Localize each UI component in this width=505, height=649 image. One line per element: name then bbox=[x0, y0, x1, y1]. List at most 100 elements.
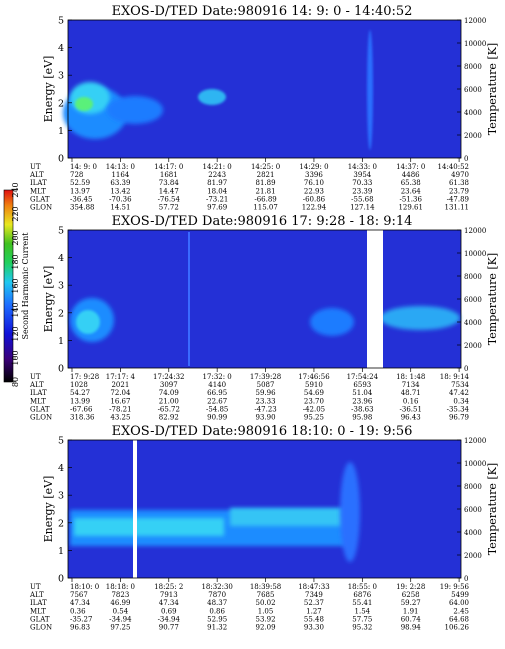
ephem-value: 6593 bbox=[353, 381, 371, 389]
ephem-value: 14.47 bbox=[159, 187, 179, 195]
ephem-value: 7685 bbox=[257, 591, 275, 599]
panel-3-core bbox=[74, 518, 224, 536]
ephem-value: 1.05 bbox=[258, 607, 274, 615]
ephem-value: -35.27 bbox=[70, 615, 92, 623]
panel-1-stripe bbox=[367, 30, 373, 150]
ephem-value: 54.69 bbox=[304, 389, 324, 397]
ephem-value: 0.16 bbox=[403, 397, 419, 405]
ephem-value: -42.05 bbox=[303, 405, 325, 413]
ephem-value: 18:39:58 bbox=[250, 583, 281, 591]
ephem-value: 17:24:32 bbox=[153, 373, 184, 381]
ephem-value: 90.77 bbox=[159, 624, 179, 632]
ephem-row-label: MLT bbox=[30, 607, 46, 615]
panel-1-y2-label: Temperature [K] bbox=[486, 43, 499, 135]
ephem-value: 6876 bbox=[353, 591, 371, 599]
ephem-value: 91.32 bbox=[207, 624, 227, 632]
panel-2-y-label: Energy [eV] bbox=[42, 266, 55, 333]
ephem-row-label: ILAT bbox=[30, 599, 47, 607]
ephem-row-label: GLON bbox=[30, 414, 52, 422]
panel-1-band bbox=[107, 96, 163, 124]
ephem-value: 0.36 bbox=[70, 607, 86, 615]
colorbar-tick-label: 240 bbox=[11, 182, 20, 197]
panel-2-heat bbox=[70, 232, 460, 366]
ephem-value: 18:32:30 bbox=[201, 583, 232, 591]
ephem-value: 52.95 bbox=[207, 615, 227, 623]
ephem-value: 2.45 bbox=[453, 607, 469, 615]
colorbar-tick-label: 160 bbox=[11, 278, 20, 293]
y-tick-label: 2 bbox=[58, 98, 64, 109]
y-tick-label: 3 bbox=[58, 281, 64, 292]
y2-tick-label: 2000 bbox=[464, 552, 482, 560]
ephem-row-label: GLAT bbox=[30, 615, 50, 623]
ephem-value: 1.27 bbox=[306, 607, 322, 615]
ephem-row-label: ALT bbox=[29, 381, 44, 389]
ephem-value: 43.25 bbox=[110, 414, 130, 422]
ephem-value: 16.67 bbox=[110, 397, 130, 405]
ephem-value: 93.90 bbox=[256, 414, 276, 422]
ephem-value: 97.69 bbox=[207, 204, 227, 212]
y-tick-label: 5 bbox=[58, 16, 64, 27]
ephem-value: -35.34 bbox=[447, 405, 470, 413]
ephem-value: -38.63 bbox=[351, 405, 373, 413]
ephem-value: 47.34 bbox=[159, 599, 180, 607]
panel-2-plot-area bbox=[68, 230, 461, 368]
ephem-value: 728 bbox=[70, 171, 83, 179]
ephem-value: 4970 bbox=[451, 171, 469, 179]
ephem-value: 22.67 bbox=[207, 397, 227, 405]
ephem-value: 82.92 bbox=[159, 414, 179, 422]
ephem-value: 354.88 bbox=[70, 204, 95, 212]
ephem-value: -36.51 bbox=[400, 405, 422, 413]
ephem-value: 18:10: 0 bbox=[70, 583, 99, 591]
ephem-value: 18:18: 0 bbox=[106, 583, 135, 591]
ephem-value: 55.48 bbox=[304, 615, 324, 623]
y2-tick-label: 4000 bbox=[464, 529, 482, 537]
ephem-value: -78.21 bbox=[109, 405, 131, 413]
y2-tick-label: 2000 bbox=[464, 132, 482, 140]
y2-tick-label: 8000 bbox=[464, 63, 482, 71]
y-tick-label: 5 bbox=[58, 436, 64, 447]
ephem-value: 129.61 bbox=[398, 204, 423, 212]
ephem-value: 14.51 bbox=[110, 204, 130, 212]
panel-1-band bbox=[198, 89, 226, 105]
ephem-value: 61.38 bbox=[449, 179, 469, 187]
panel-2-y2-label: Temperature [K] bbox=[486, 253, 499, 345]
panel-2-band bbox=[380, 306, 460, 330]
y-tick-label: 1 bbox=[58, 126, 64, 137]
ephem-value: 46.99 bbox=[110, 599, 130, 607]
ephem-value: 53.92 bbox=[256, 615, 276, 623]
panel-1-y-ticks: 0 1 2 3 4 5 bbox=[58, 16, 72, 165]
y2-tick-label: 10000 bbox=[464, 460, 486, 468]
panel-2-y2-ticks: 0 2000 4000 6000 8000 10000 12000 bbox=[457, 227, 486, 373]
ephem-value: 14:13: 0 bbox=[106, 163, 135, 171]
ephem-value: 66.95 bbox=[207, 389, 227, 397]
ephem-value: 115.07 bbox=[253, 204, 278, 212]
y-tick-label: 1 bbox=[58, 546, 64, 557]
ephem-value: 97.25 bbox=[110, 624, 130, 632]
colorbar-tick-label: 220 bbox=[11, 206, 20, 221]
ephem-value: 23.79 bbox=[449, 187, 469, 195]
y-tick-label: 4 bbox=[58, 463, 64, 474]
ephem-value: -76.54 bbox=[158, 195, 181, 203]
ephem-value: 21.00 bbox=[159, 397, 179, 405]
colorbar-tick-label: 200 bbox=[11, 230, 20, 245]
ephem-value: 51.04 bbox=[352, 389, 373, 397]
ephem-value: 1028 bbox=[70, 381, 88, 389]
ephem-value: -65.72 bbox=[158, 405, 180, 413]
ephem-value: 52.37 bbox=[304, 599, 324, 607]
ephem-row-label: ALT bbox=[29, 591, 44, 599]
ephem-value: 14:37: 0 bbox=[396, 163, 425, 171]
ephem-value: -66.89 bbox=[254, 195, 276, 203]
ephem-value: -73.21 bbox=[206, 195, 228, 203]
ephem-value: 0.86 bbox=[209, 607, 225, 615]
y-tick-label: 3 bbox=[58, 71, 64, 82]
ephem-value: 19: 9:56 bbox=[440, 583, 470, 591]
ephem-value: 14:33: 0 bbox=[348, 163, 377, 171]
panel-3-y-ticks: 0 1 2 3 4 5 bbox=[58, 436, 72, 585]
ephem-row-label: ALT bbox=[29, 171, 44, 179]
ephem-row-label: UT bbox=[30, 583, 41, 591]
y2-tick-label: 10000 bbox=[464, 40, 486, 48]
panel-3-heat bbox=[70, 462, 360, 562]
colorbar-tick-label: 100 bbox=[11, 350, 20, 365]
